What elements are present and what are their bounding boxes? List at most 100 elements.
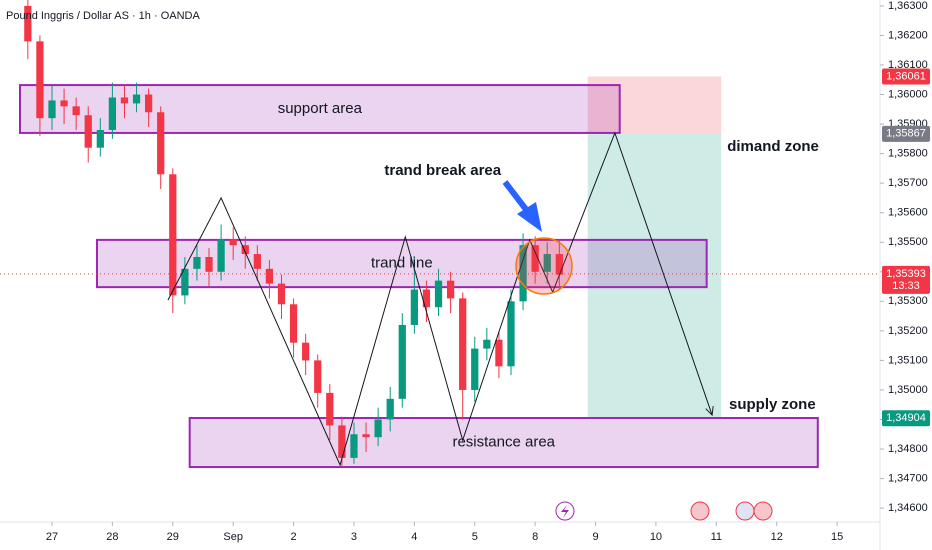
candle-body [60, 100, 68, 107]
x-tick-label: 11 [711, 531, 722, 543]
zone-label: support area [278, 100, 363, 117]
candle-body [555, 254, 563, 275]
annotation: dimand zone [727, 138, 819, 155]
event-icon[interactable] [735, 501, 755, 521]
candle-body [446, 280, 455, 299]
candle-body [229, 239, 237, 246]
candle-body [483, 339, 491, 349]
x-tick-label: 12 [771, 531, 783, 543]
target-zone [587, 133, 722, 419]
candle-body [471, 348, 479, 390]
event-icon[interactable] [690, 501, 710, 521]
y-tick-label: 1,36300 [888, 0, 928, 12]
candle-body [277, 283, 286, 305]
arrow [502, 180, 531, 214]
price-tag [882, 410, 930, 427]
candle-body [193, 257, 201, 269]
candle-body [434, 280, 443, 308]
candle-body [459, 298, 467, 390]
candle-body [205, 257, 213, 272]
candle-body [48, 100, 56, 119]
candle-body [72, 106, 80, 116]
candle-body [495, 339, 503, 367]
x-tick-label: 15 [831, 531, 843, 543]
candle-body [217, 239, 225, 272]
candle-body [132, 94, 141, 104]
y-tick-label: 1,35300 [888, 295, 928, 307]
pattern-line [167, 131, 713, 467]
zone [188, 417, 819, 469]
event-icon-glyph [561, 505, 569, 518]
candle-body [338, 425, 346, 458]
candle-body [410, 289, 418, 325]
x-tick-label: 2 [291, 531, 297, 543]
candle-body [265, 268, 274, 284]
arrow-head [517, 202, 542, 232]
candle-body [24, 5, 32, 42]
x-tick-label: 5 [472, 531, 478, 543]
candle-body [181, 268, 189, 296]
price-tag-label: 1,34904 [886, 412, 926, 424]
y-tick-label: 1,34600 [888, 502, 928, 514]
candle-body [36, 41, 44, 119]
candle-body [253, 254, 261, 269]
candle-body [157, 112, 165, 175]
candle-body [84, 115, 92, 148]
candle-body [398, 324, 406, 399]
y-tick-label: 1,36200 [888, 29, 928, 41]
y-tick-label: 1,36100 [888, 59, 928, 71]
y-tick-label: 1,35000 [888, 384, 928, 396]
candle-body [531, 245, 539, 272]
x-tick-label: 9 [592, 531, 598, 543]
x-tick-label: 3 [351, 531, 357, 543]
candle-body [422, 289, 431, 308]
candle-body [145, 94, 153, 113]
y-tick-label: 1,35800 [888, 148, 928, 160]
price-tag-label: 1,36061 [886, 70, 926, 82]
x-tick-label: 8 [532, 531, 538, 543]
plot-layer: support area trand line resistance area [0, 0, 884, 526]
y-tick-label: 1,36000 [888, 88, 928, 100]
candle-body [543, 254, 551, 272]
candle-body [519, 245, 527, 302]
candle-body [120, 97, 129, 104]
y-tick-label: 1,35700 [888, 177, 928, 189]
candle-body [169, 174, 177, 296]
y-tick-label: 1,35200 [888, 325, 928, 337]
candle-body [374, 419, 382, 438]
candle-body [289, 304, 298, 343]
candle-body [108, 97, 117, 130]
x-tick-label: 4 [411, 531, 417, 543]
highlight-circle [515, 237, 573, 295]
x-tick-label: 29 [167, 531, 179, 543]
y-tick-label: 1,34800 [888, 443, 928, 455]
zone [18, 84, 621, 134]
candle-body [302, 342, 310, 361]
candle-body [362, 434, 370, 438]
y-tick-label: 1,35500 [888, 236, 928, 248]
candle-body [350, 434, 358, 458]
candle-body [326, 392, 334, 426]
x-tick-label: Sep [223, 531, 243, 543]
candle-body [507, 301, 515, 367]
price-tag-label: 1,35393 [886, 268, 926, 280]
arrow-head [705, 406, 714, 417]
event-icon[interactable] [753, 501, 773, 521]
x-tick-label: 10 [650, 531, 662, 543]
zone-label: resistance area [452, 434, 555, 451]
candle-body [241, 245, 249, 255]
price-tag [882, 125, 930, 142]
annotation: trand break area [384, 162, 501, 179]
candle-body [96, 129, 104, 148]
chart-title: Pound Inggris / Dollar AS · 1h · OANDA [6, 10, 200, 22]
y-tick-label: 1,34700 [888, 472, 928, 484]
price-tag [882, 68, 930, 85]
candle-body [314, 360, 322, 393]
x-tick-label: 28 [106, 531, 118, 543]
x-tick-label: 27 [46, 531, 58, 543]
y-tick-label: 1,35100 [888, 354, 928, 366]
price-tag [882, 265, 930, 294]
y-tick-label: 1,35600 [888, 207, 928, 219]
